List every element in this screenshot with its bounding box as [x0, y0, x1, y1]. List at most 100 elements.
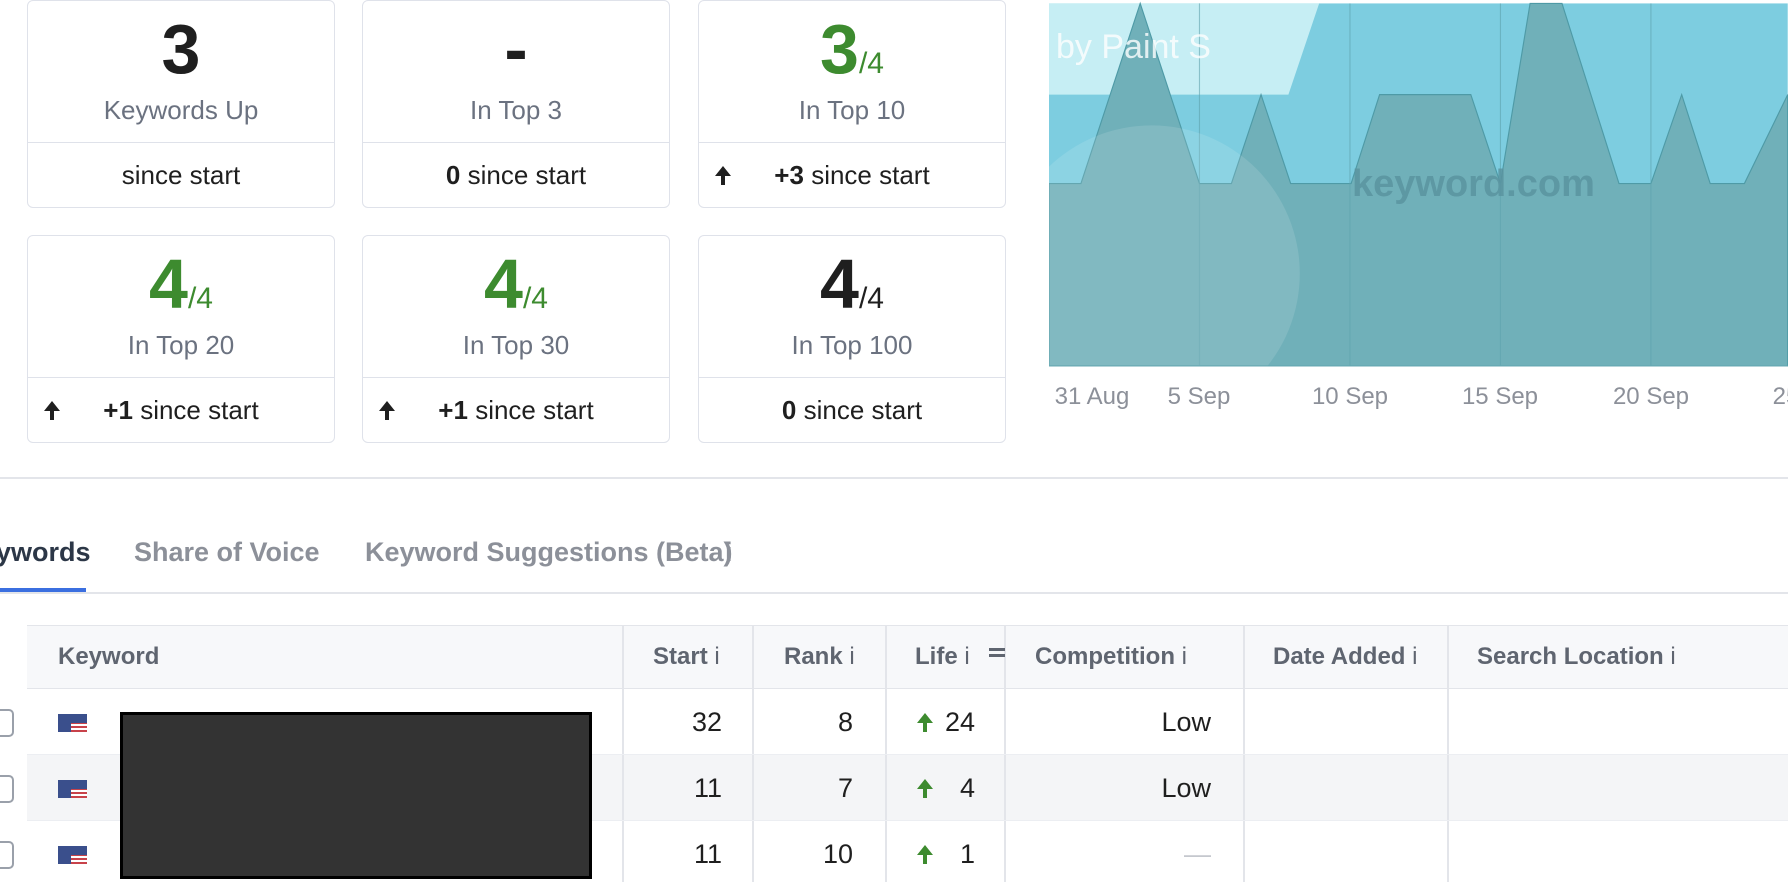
stat-card: 3/4 In Top 10 +3 since start [698, 0, 1006, 208]
info-icon: i [849, 643, 855, 670]
column-header[interactable]: Rank i [784, 625, 855, 689]
since-text: since start [811, 160, 930, 190]
cell: Low [1161, 707, 1211, 737]
header-text: Keyword [58, 643, 160, 670]
column-header[interactable]: Life i [915, 625, 970, 689]
cell: 8 [837, 707, 853, 737]
stat-card: 4/4 In Top 30 +1 since start [362, 235, 670, 443]
cell: 11 [693, 839, 722, 869]
column-border [1243, 625, 1245, 882]
tab[interactable]: Share of Voice [134, 537, 320, 567]
stat-total: /4 [522, 282, 548, 315]
cell: — [1184, 839, 1211, 869]
stat-label: In Top 10 [798, 95, 906, 125]
flag-icon [58, 714, 87, 732]
checkbox[interactable] [0, 775, 14, 803]
stat-label: Keywords Up [103, 95, 259, 125]
tab[interactable]: Keyword Suggestions (Beta) [365, 537, 733, 567]
up-arrow [917, 713, 933, 732]
header-text: Life [915, 643, 958, 670]
stat-card: - In Top 3 0 since start [362, 0, 670, 208]
stat-number: 4 [820, 245, 859, 323]
column-header[interactable]: Search Location i [1477, 625, 1676, 689]
tab-info[interactable]: i [725, 537, 733, 567]
stat-card: 3 Keywords Up since start [27, 0, 335, 208]
divider [0, 477, 1788, 479]
stat-value: 4/4 [699, 244, 1005, 339]
column-header[interactable]: Start i [653, 625, 720, 689]
column-border [622, 625, 624, 882]
stat-value: 4/4 [28, 244, 334, 339]
column-header[interactable]: Competition i [1035, 625, 1187, 689]
stat-label: In Top 20 [127, 330, 235, 360]
stat-change: 0 [781, 395, 797, 425]
flag-icon [58, 780, 87, 798]
card-footer: +1 since start [363, 377, 669, 443]
tab[interactable]: ywords [0, 537, 91, 567]
up-arrow [917, 845, 933, 864]
stat-number: 3 [820, 10, 859, 88]
stat-change: +1 [103, 395, 133, 425]
card-footer: +1 since start [28, 377, 334, 443]
cell: 11 [693, 773, 722, 803]
info-icon: i [1670, 643, 1676, 670]
stat-total: /4 [858, 47, 884, 80]
cell: Low [1161, 773, 1211, 803]
x-tick-label: 10 Sep [1311, 383, 1389, 410]
column-header[interactable]: Date Added i [1273, 625, 1417, 689]
card-footer: since start [28, 142, 334, 208]
flag-icon [58, 846, 87, 864]
redaction [120, 712, 592, 879]
column-border [752, 625, 754, 882]
table-header [27, 625, 1788, 689]
stat-change: 0 [445, 160, 461, 190]
card-footer: 0 since start [363, 142, 669, 208]
header-text: Start [653, 643, 708, 670]
card-top: 4/4 In Top 20 [28, 236, 334, 378]
column-border [885, 625, 887, 882]
header-text: Date Added [1273, 643, 1406, 670]
stat-change: +3 [774, 160, 804, 190]
checkbox[interactable] [0, 709, 14, 737]
since-text: since start [803, 395, 923, 425]
stat-number: - [504, 10, 528, 88]
stat-value: - [363, 9, 669, 89]
tab-line [0, 592, 1788, 594]
stat-label: In Top 100 [791, 330, 913, 360]
stat-card: 4/4 In Top 100 0 since start [698, 235, 1006, 443]
info-icon: i [964, 643, 970, 670]
stat-value: 4/4 [363, 244, 669, 339]
column-header[interactable]: Keyword [58, 625, 159, 689]
info-icon: i [1181, 643, 1187, 670]
header-text: Search Location [1477, 643, 1664, 670]
card-top: 3 Keywords Up [28, 1, 334, 143]
stat-value: 3/4 [699, 9, 1005, 104]
up-arrow [715, 166, 731, 185]
sort-icon [989, 648, 1005, 651]
since-text: since start [475, 395, 594, 425]
x-tick-label: 15 Sep [1461, 383, 1539, 410]
brand-watermark: keyword.com [1352, 163, 1595, 205]
x-tick-label: 25 [1772, 383, 1788, 410]
cell: 32 [691, 707, 722, 737]
checkbox[interactable] [0, 841, 14, 869]
up-arrow [379, 401, 395, 420]
header-text: Rank [784, 643, 843, 670]
stat-number: 4 [149, 245, 188, 323]
cell: 4 [959, 773, 975, 803]
card-top: 4/4 In Top 30 [363, 236, 669, 378]
stat-label: In Top 3 [469, 95, 563, 125]
card-footer: 0 since start [699, 377, 1005, 443]
cell: 24 [944, 707, 975, 737]
x-tick-label: 5 Sep [1167, 383, 1231, 410]
stat-value: 3 [28, 9, 334, 89]
watermark: by Paint S [1056, 28, 1211, 66]
chart-area [1049, 1, 1788, 367]
card-top: 3/4 In Top 10 [699, 1, 1005, 143]
rank-chart: by Paint S keyword.com [1049, 1, 1788, 370]
since-text: since start [140, 395, 259, 425]
card-top: 4/4 In Top 100 [699, 236, 1005, 378]
cell: 1 [959, 839, 975, 869]
info-icon: i [714, 643, 720, 670]
